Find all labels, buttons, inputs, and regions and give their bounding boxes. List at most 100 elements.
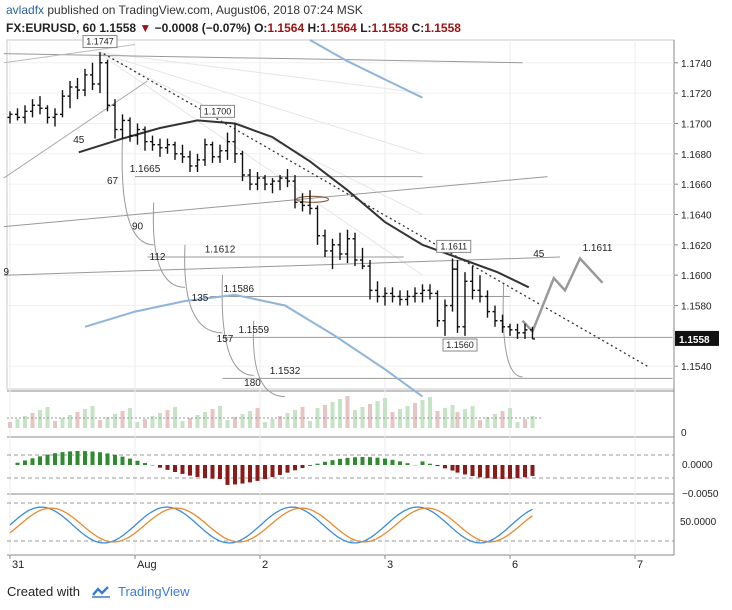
volume-bar <box>428 397 432 428</box>
volume-bar <box>68 415 72 428</box>
volume-bar <box>278 416 282 428</box>
sma-dark-line <box>78 119 530 289</box>
volume-bar <box>8 422 12 428</box>
author-link[interactable]: avladfx <box>6 3 45 17</box>
macd-histogram-bar <box>383 458 387 465</box>
volume-bar <box>523 419 527 428</box>
ellipse-marker <box>295 195 330 203</box>
trend-line <box>3 176 548 228</box>
macd-histogram-bar <box>75 451 80 465</box>
volume-bar <box>248 411 252 428</box>
volume-bar <box>508 408 512 428</box>
price-callout: 1.1611 <box>440 241 467 251</box>
macd-histogram-bar <box>323 461 327 465</box>
volume-bar <box>135 422 140 428</box>
macd-histogram-bar <box>45 454 50 465</box>
cycle-count-label: 135 <box>192 293 209 304</box>
macd-histogram-bar <box>30 458 35 465</box>
macd-histogram-bar <box>233 465 237 485</box>
macd-histogram-bar <box>443 465 447 469</box>
macd-histogram-bar <box>398 461 402 465</box>
time-axis-label: 6 <box>512 559 518 571</box>
volume-bar <box>450 405 455 428</box>
macd-histogram-bar <box>315 463 320 465</box>
macd-histogram-bar <box>493 465 497 479</box>
macd-histogram-bar <box>360 457 365 465</box>
macd-histogram-bar <box>515 465 520 479</box>
volume-bar <box>113 414 117 428</box>
cycle-count-label: 45 <box>73 135 85 146</box>
volume-bar <box>285 413 290 428</box>
macd-histogram-bar <box>470 465 475 477</box>
down-arrow-icon: ▼ <box>139 21 152 35</box>
volume-bar <box>368 404 372 428</box>
price-callout-box <box>200 104 235 118</box>
volume-bar <box>493 414 497 428</box>
volume-bar <box>143 419 147 428</box>
cycle-count-label: 9 <box>3 267 9 278</box>
trend-line <box>3 256 561 276</box>
price-tick-label: 1.1740 <box>681 59 712 70</box>
macd-histogram-bar <box>255 465 260 481</box>
macd-histogram-bar <box>218 465 222 479</box>
close-value: 1.1558 <box>424 21 461 35</box>
trend-line <box>3 80 148 179</box>
volume-bar <box>90 406 95 428</box>
stoch-d-line <box>9 507 533 543</box>
cycle-count-label: 45 <box>533 249 545 260</box>
macd-histogram-bar <box>60 452 65 465</box>
volume-bar <box>413 403 417 428</box>
volume-bar <box>530 416 535 428</box>
volume-bar <box>128 408 132 428</box>
cycle-count-label: 67 <box>107 176 119 187</box>
price-tick-label: 1.1700 <box>681 119 712 130</box>
tradingview-link[interactable]: TradingView <box>118 584 190 599</box>
macd-histogram-bar <box>83 451 87 465</box>
macd-axis-label: −0.0050 <box>682 489 719 500</box>
symbol: FX:EURUSD, 60 <box>6 21 97 35</box>
volume-bar <box>75 412 80 428</box>
cycle-count-label: 180 <box>244 378 261 389</box>
macd-histogram-bar <box>478 465 482 478</box>
macd-histogram-bar <box>113 454 117 465</box>
cycle-arc <box>252 320 286 398</box>
macd-histogram-bar <box>450 465 455 471</box>
macd-histogram-bar <box>263 465 267 480</box>
macd-axis-label: 0.0000 <box>682 460 713 471</box>
macd-histogram-bar <box>435 465 440 467</box>
macd-histogram-bar <box>353 457 357 465</box>
macd-histogram-bar <box>463 465 467 475</box>
sma-blue-line <box>84 293 424 398</box>
macd-histogram-bar <box>248 465 252 483</box>
volume-bar <box>60 418 65 428</box>
last-price: 1.1558 <box>99 21 137 35</box>
price-tick-label: 1.1720 <box>681 89 712 100</box>
volume-bar <box>435 411 440 428</box>
forecast-path <box>521 256 604 334</box>
macd-histogram-bar <box>270 465 275 478</box>
macd-histogram-bar <box>523 465 527 478</box>
volume-bar <box>188 418 192 428</box>
tradingview-logo-icon <box>92 586 110 598</box>
macd-histogram-bar <box>405 463 410 465</box>
price-level-label: 1.1612 <box>205 244 236 255</box>
volume-bar <box>30 413 35 428</box>
volume-bar <box>390 412 395 428</box>
price-callout-box <box>442 338 478 352</box>
volume-bar <box>270 419 275 428</box>
volume-bar <box>255 408 260 428</box>
volume-bar <box>478 420 482 428</box>
macd-histogram-bar <box>330 460 335 465</box>
volume-bar <box>120 411 125 428</box>
macd-histogram-bar <box>375 457 380 465</box>
macd-histogram-bar <box>53 453 57 465</box>
cycle-count-label: 112 <box>150 252 166 263</box>
macd-histogram-bar <box>390 459 395 465</box>
price-chart[interactable]: 1.1747 1.1700 1.1665 1.1612 1.1586 1.1559 1.15… <box>0 0 732 575</box>
macd-histogram-bar <box>508 465 512 479</box>
macd-histogram-bar <box>68 451 72 465</box>
volume-bar <box>353 410 357 428</box>
macd-histogram-bar <box>345 457 350 465</box>
volume-axis-label: 0 <box>681 428 687 439</box>
price-tick-label: 1.1600 <box>681 271 712 282</box>
